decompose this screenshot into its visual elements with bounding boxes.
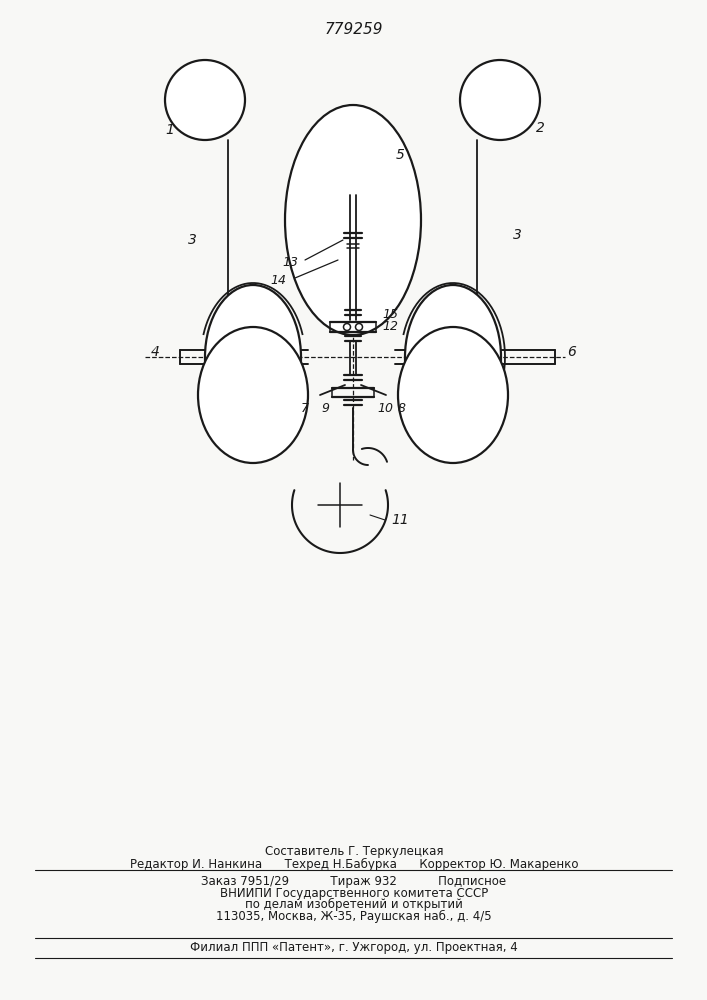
Ellipse shape (198, 327, 308, 463)
Text: по делам изобретений и открытий: по делам изобретений и открытий (245, 897, 463, 911)
Text: 7: 7 (301, 401, 309, 414)
Text: 4: 4 (151, 345, 160, 359)
Ellipse shape (398, 327, 508, 463)
Text: 14: 14 (270, 273, 286, 286)
Text: ВНИИПИ Государственного комитета СССР: ВНИИПИ Государственного комитета СССР (220, 886, 488, 900)
Text: 6: 6 (568, 345, 576, 359)
Text: 15: 15 (382, 308, 398, 322)
Text: Филиал ППП «Патент», г. Ужгород, ул. Проектная, 4: Филиал ППП «Патент», г. Ужгород, ул. Про… (190, 942, 518, 954)
Text: Заказ 7951/29           Тираж 932           Подписное: Заказ 7951/29 Тираж 932 Подписное (201, 874, 506, 888)
Text: 3: 3 (187, 233, 197, 247)
Ellipse shape (205, 285, 301, 429)
Text: Редактор И. Нанкина      Техред Н.Бабурка      Корректор Ю. Макаренко: Редактор И. Нанкина Техред Н.Бабурка Кор… (130, 857, 578, 871)
Text: 13: 13 (282, 255, 298, 268)
Text: 9: 9 (321, 401, 329, 414)
Text: 12: 12 (382, 320, 398, 332)
Text: 779259: 779259 (325, 22, 383, 37)
Ellipse shape (405, 285, 501, 429)
Text: 11: 11 (391, 513, 409, 527)
Text: 8: 8 (398, 401, 406, 414)
Circle shape (165, 60, 245, 140)
Text: 5: 5 (395, 148, 404, 162)
Text: 1: 1 (165, 123, 175, 137)
Text: 2: 2 (536, 121, 544, 135)
Text: 3: 3 (513, 228, 522, 242)
Text: 113035, Москва, Ж-35, Раушская наб., д. 4/5: 113035, Москва, Ж-35, Раушская наб., д. … (216, 909, 492, 923)
Text: 10: 10 (377, 401, 393, 414)
Ellipse shape (285, 105, 421, 335)
Text: Составитель Г. Теркулецкая: Составитель Г. Теркулецкая (264, 846, 443, 858)
Circle shape (460, 60, 540, 140)
